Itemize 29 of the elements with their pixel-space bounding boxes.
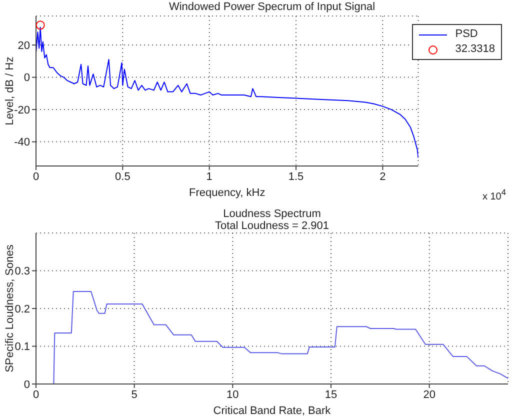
x-tick-label: 0 [32,170,40,183]
text: x 10$^{4}$ [482,187,506,202]
line-series [53,291,508,384]
x-tick-label: 5 [131,388,138,401]
y-tick-label: 0.1 [14,341,30,354]
y-tick-label: 0 [24,378,30,391]
y-tick-label: -20 [14,104,30,116]
x-axis-title: Frequency, kHz [189,187,266,199]
x-tick-label: 0.5 [115,170,130,183]
x-tick-label: 15 [324,388,338,401]
chart-subtitle: Total Loudness = 2.901 [214,220,330,232]
y-tick-label: 0.3 [14,266,30,278]
x-tick-label: 1 [206,170,212,183]
legend-label: 32.3318 [455,42,495,57]
y-tick-label: 20 [18,40,30,52]
x-tick-label: 0 [32,388,40,401]
y-axis-title: Level, dB / Hz [4,56,16,126]
x-tick-label: 1.5 [288,170,304,183]
y-tick-label: 0 [24,72,30,84]
chart-title: Windowed Power Specrum of Input Signal [168,1,376,13]
legend-label: PSD [455,27,478,42]
x-axis-title: Critical Band Rate, Bark [213,405,332,417]
chart-title: Loudness Spectrum [222,208,322,220]
x-tick-label: 10 [226,388,239,401]
y-tick-label: -40 [14,136,30,149]
y-axis-title: SPecific Loudness, Sones [4,244,16,372]
x-tick-label: 20 [423,388,436,401]
x-tick-label: 2 [380,170,386,183]
y-tick-label: 0.2 [14,303,30,316]
